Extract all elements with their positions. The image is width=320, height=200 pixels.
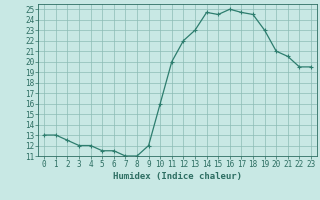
- X-axis label: Humidex (Indice chaleur): Humidex (Indice chaleur): [113, 172, 242, 181]
